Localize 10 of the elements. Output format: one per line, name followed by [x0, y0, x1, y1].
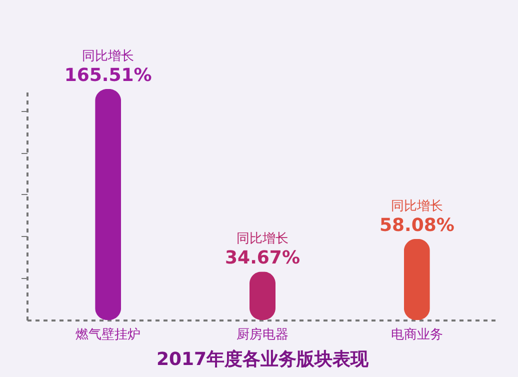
- x-tick-label: 厨房电器: [236, 326, 288, 342]
- annotation: 同比增长: [390, 198, 443, 214]
- x-tick-label: 电商业务: [390, 328, 443, 342]
- data-label: 58.08%: [379, 214, 454, 236]
- data-label: 165.51%: [64, 65, 152, 86]
- annotation: 同比增长: [236, 232, 288, 247]
- text: 2017年度各业务版块表现: [156, 349, 370, 370]
- x-tick-label: 燃气壁挂炉: [76, 328, 141, 342]
- annotation: 同比增长: [82, 49, 134, 64]
- data-label: 34.67%: [225, 248, 300, 269]
